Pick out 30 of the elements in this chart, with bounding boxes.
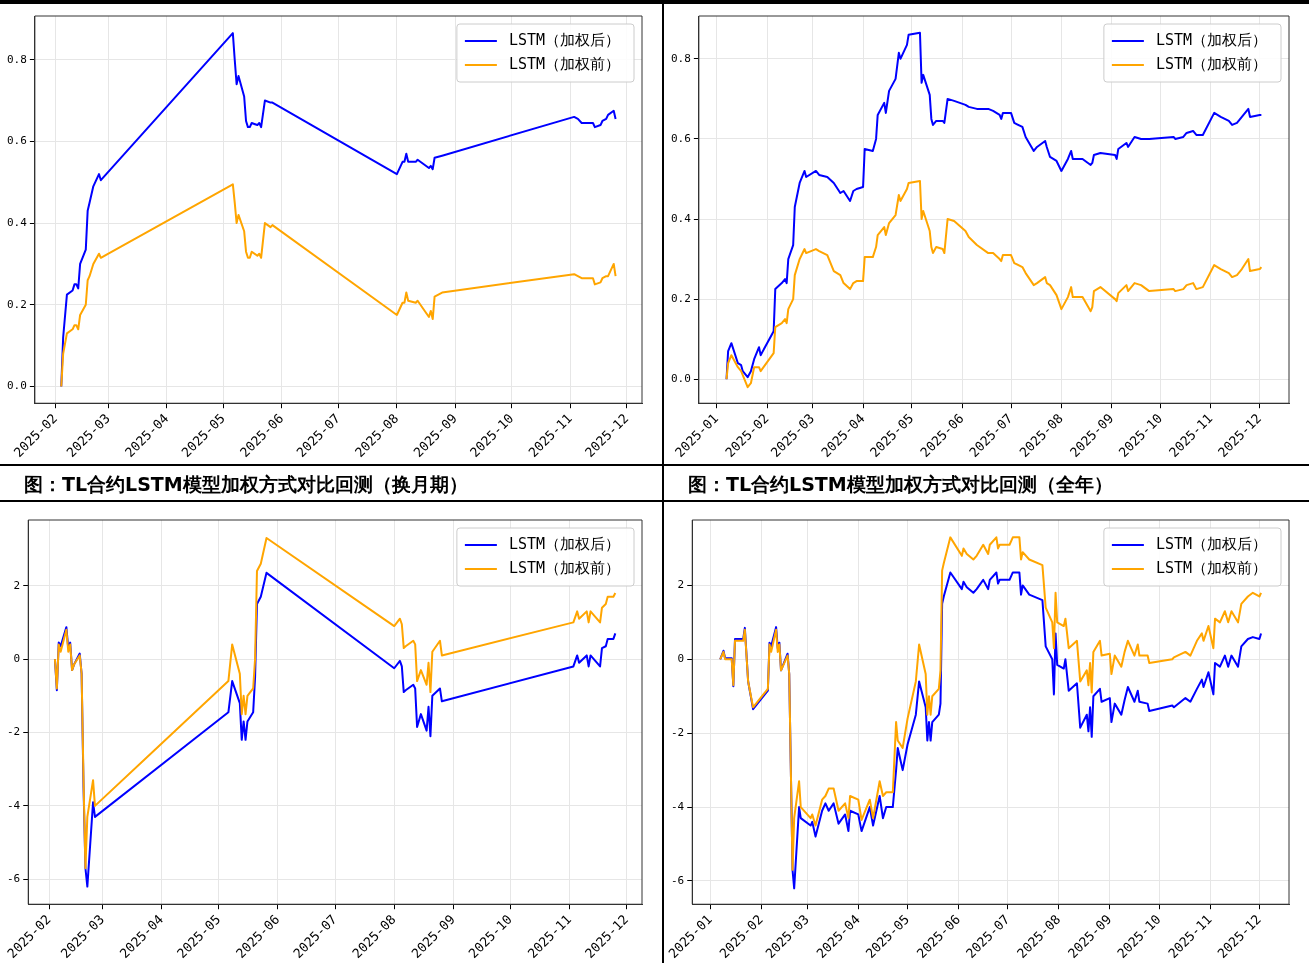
y-tick-label: -2: [7, 725, 21, 739]
y-tick-label: 0.4: [670, 211, 692, 225]
y-tick-label: -2: [671, 726, 685, 740]
legend-label: LSTM（加权前）: [508, 558, 620, 577]
y-tick-label: 0.2: [6, 297, 27, 311]
legend-label: LSTM（加权后）: [508, 534, 620, 553]
y-tick-label: -6: [671, 873, 685, 887]
legend-label: LSTM（加权后）: [508, 30, 620, 49]
y-tick-label: 0.6: [6, 134, 27, 148]
text: 图：TL合约LSTM模型加权方式对比回测（全年）: [664, 464, 1309, 502]
legend-label: LSTM（加权前）: [1155, 54, 1267, 73]
y-tick-label: 0.0: [670, 372, 691, 386]
y-tick-label: 2: [13, 578, 21, 592]
legend-label: LSTM（加权后）: [1155, 534, 1267, 553]
y-tick-label: -4: [7, 798, 21, 812]
y-tick-label: 0.8: [6, 52, 27, 66]
legend-label: LSTM（加权前）: [508, 54, 620, 73]
y-tick-label: 0.6: [670, 131, 691, 145]
legend-label: LSTM（加权后）: [1155, 30, 1267, 49]
y-tick-label: -4: [671, 799, 685, 813]
y-tick-label: 0.2: [670, 291, 691, 305]
y-tick-label: 0.8: [670, 51, 691, 65]
y-tick-label: 0.4: [6, 215, 28, 229]
y-tick-label: -6: [7, 872, 21, 886]
legend-label: LSTM（加权前）: [1155, 558, 1267, 577]
y-tick-label: 2: [677, 578, 685, 592]
y-tick-label: 0: [13, 651, 21, 665]
text: 图：TL合约LSTM模型加权方式对比回测（换月期）: [0, 464, 662, 502]
y-tick-label: 0.0: [6, 379, 27, 393]
y-tick-label: 0: [677, 652, 685, 666]
